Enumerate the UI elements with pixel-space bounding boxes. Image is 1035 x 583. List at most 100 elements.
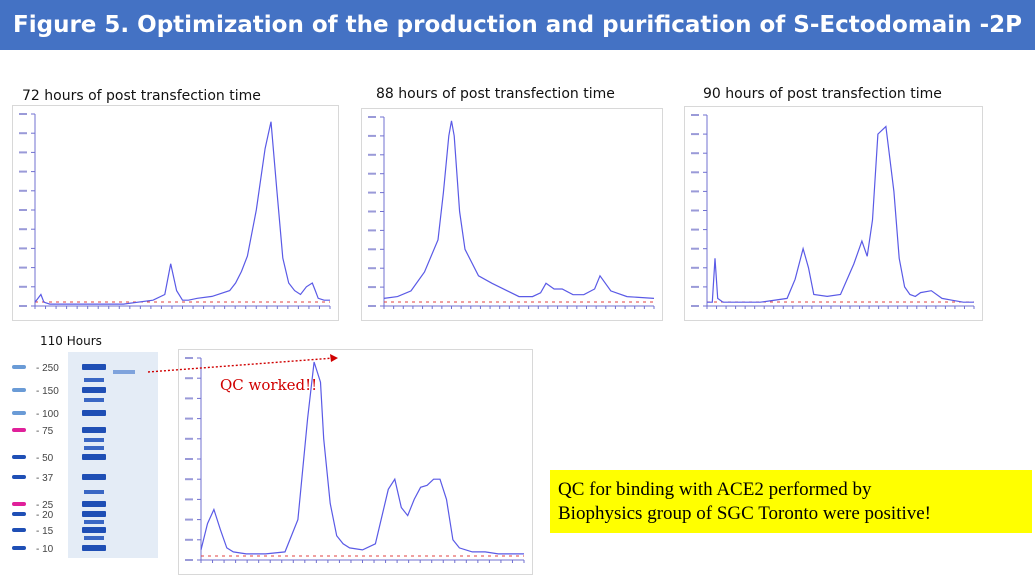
chromatogram-72h-plot (19, 113, 331, 309)
gel-ladder-band (84, 446, 104, 450)
gel-ladder-band (82, 501, 106, 507)
y-tick-mark (19, 132, 27, 135)
y-tick-mark (19, 151, 27, 154)
ladder-band (12, 411, 26, 415)
y-tick-mark (185, 538, 193, 541)
gel-ladder-band (84, 378, 104, 382)
y-tick-mark (691, 190, 699, 193)
y-tick-mark (368, 305, 376, 307)
binding-note-line2: Biophysics group of SGC Toronto were pos… (558, 503, 932, 524)
sample-band (113, 370, 135, 374)
chromatogram-90h (684, 106, 983, 321)
y-tick-mark (185, 518, 193, 521)
ladder-band (12, 428, 26, 432)
y-tick-mark (19, 266, 27, 269)
y-tick-mark (185, 397, 193, 400)
marker-label: - 150 (36, 386, 59, 397)
figure-title-bar: Figure 5. Optimization of the production… (0, 0, 1035, 50)
caption-88h: 88 hours of post transfection time (376, 86, 615, 102)
y-tick-mark (185, 559, 193, 561)
binding-note-line1: QC for binding with ACE2 performed by (558, 479, 872, 500)
y-tick-mark (368, 210, 376, 213)
y-tick-mark (185, 498, 193, 501)
y-tick-mark (368, 267, 376, 270)
gel-ladder-band (84, 398, 104, 402)
gel-ladder-band (82, 427, 106, 433)
y-tick-mark (185, 458, 193, 460)
y-tick-mark (691, 305, 699, 307)
y-tick-mark (368, 134, 376, 137)
marker-label: - 50 (36, 453, 54, 464)
y-tick-mark (368, 153, 376, 156)
y-tick-mark (185, 357, 193, 359)
ladder-band (12, 512, 26, 516)
gel-ladder-band (82, 410, 106, 416)
y-tick-mark (691, 266, 699, 269)
y-tick-mark (185, 478, 193, 481)
chromatogram-88h-plot (368, 116, 655, 309)
y-tick-mark (691, 152, 699, 155)
y-tick-mark (368, 191, 376, 194)
y-tick-mark (368, 172, 376, 175)
y-tick-mark (691, 247, 699, 250)
y-tick-mark (691, 171, 699, 174)
y-tick-mark (19, 285, 27, 288)
qc-annotation: QC worked!! (220, 376, 318, 394)
y-tick-mark (19, 305, 27, 307)
gel-ladder-band (82, 387, 106, 393)
gel-background (68, 352, 158, 558)
sds-page-gel: - 250 - 150 - 100 - 75 - 50 - 37 - 25- 20 - 15 -… (10, 352, 160, 562)
marker-label: - 37 (36, 473, 54, 484)
y-tick-mark (691, 114, 699, 116)
y-tick-mark (368, 229, 376, 232)
ladder-band (12, 365, 26, 369)
figure-title: Figure 5. Optimization of the production… (13, 12, 1022, 38)
y-tick-mark (19, 209, 27, 211)
chromatogram-88h (361, 108, 663, 321)
y-tick-mark (691, 228, 699, 231)
y-tick-mark (691, 133, 699, 136)
series-line (707, 125, 974, 303)
y-tick-mark (19, 189, 27, 192)
gel-ladder-band (84, 438, 104, 442)
y-tick-mark (185, 377, 193, 380)
chromatogram-72h (12, 105, 339, 321)
caption-90h: 90 hours of post transfection time (703, 86, 942, 102)
binding-note: QC for binding with ACE2 performed by Bi… (550, 470, 1032, 533)
ladder-band (12, 475, 26, 479)
y-tick-mark (185, 437, 193, 440)
series-line (383, 120, 655, 299)
y-tick-mark (19, 113, 27, 115)
series-line (200, 361, 524, 555)
caption-110h: 110 Hours (40, 334, 102, 348)
caption-72h: 72 hours of post transfection time (22, 88, 261, 104)
gel-ladder-band (82, 545, 106, 551)
y-tick-mark (691, 209, 699, 212)
ladder-band (12, 388, 26, 392)
marker-label: - 15 (36, 526, 54, 537)
gel-ladder-band (84, 536, 104, 540)
gel-ladder-band (82, 454, 106, 460)
gel-ladder-band (84, 490, 104, 494)
y-tick-mark (185, 417, 193, 420)
gel-ladder-band (82, 474, 106, 480)
gel-image: - 250 - 150 - 100 - 75 - 50 - 37 - 25- 20 - 15 -… (12, 352, 158, 558)
y-tick-mark (691, 285, 699, 288)
ladder-band (12, 502, 26, 506)
chromatogram-90h-plot (691, 114, 975, 309)
y-tick-mark (368, 248, 376, 251)
gel-ladder-band (82, 511, 106, 517)
gel-ladder-band (82, 364, 106, 370)
series-line (34, 121, 330, 305)
gel-ladder-band (82, 527, 106, 533)
y-tick-mark (368, 286, 376, 289)
chromatogram-qc (178, 349, 533, 575)
marker-label: - 75 (36, 426, 54, 437)
marker-label: - 10 (36, 544, 54, 555)
ladder-band (12, 528, 26, 532)
marker-label: - 25 (36, 500, 54, 511)
marker-label: - 100 (36, 409, 59, 420)
y-tick-mark (19, 247, 27, 250)
marker-label: - 250 (36, 363, 59, 374)
y-tick-mark (19, 170, 27, 173)
